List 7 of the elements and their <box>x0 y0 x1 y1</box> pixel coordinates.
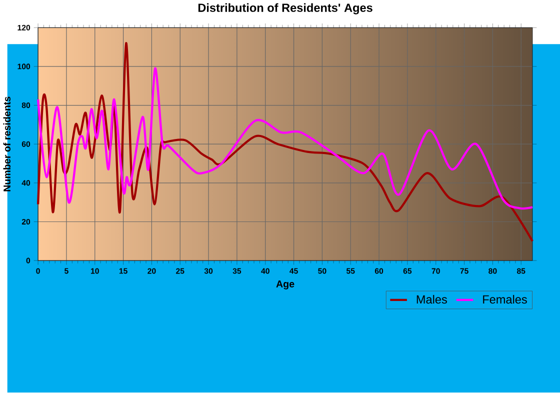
x-axis-title: Age <box>276 280 294 290</box>
line-series <box>36 68 534 210</box>
chart-title: Distribution of Residents' Ages <box>198 4 372 15</box>
y-axis-title: Number of residents <box>3 96 10 192</box>
legend-label: Males <box>416 295 447 304</box>
legend-label: Females <box>483 295 527 304</box>
line-series <box>36 42 534 242</box>
